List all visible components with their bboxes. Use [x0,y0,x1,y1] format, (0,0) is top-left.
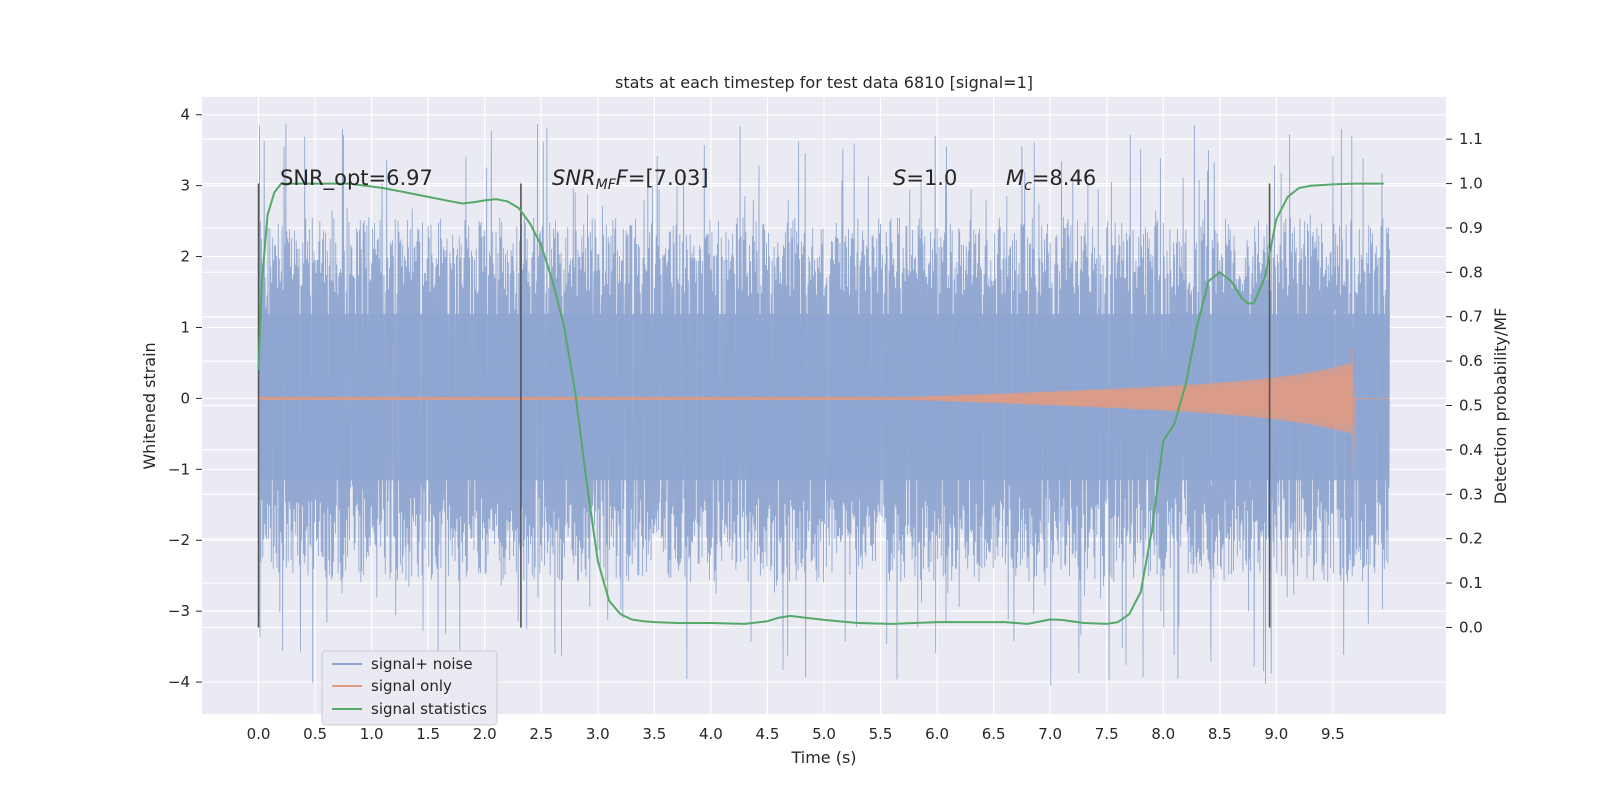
x-tick-label: 3.0 [586,725,610,743]
x-tick-label: 6.0 [925,725,949,743]
y-tick-label: 1 [180,318,190,336]
x-tick-label: 2.0 [473,725,497,743]
y-right-tick-label: 1.1 [1459,130,1483,148]
y-right-tick-label: 0.0 [1459,618,1483,636]
legend: signal+ noise signal only signal statist… [321,650,498,726]
y-right-axis-label: Detection probability/MF [1491,308,1510,505]
legend-label-signal: signal only [371,677,452,695]
y-right-tick-label: 1.0 [1459,175,1483,193]
y-tick-label: 4 [180,106,190,124]
chart-title: stats at each timestep for test data 681… [615,73,1033,92]
legend-label-statistics: signal statistics [371,700,487,718]
legend-box [321,650,498,726]
x-tick-label: 0.5 [303,725,327,743]
ticks: 0.0 0.5 1.0 1.5 2.0 2.5 3.0 3.5 4.0 4.5 5.0 5.5 6.0 6… [168,106,1483,743]
x-tick-label: 3.5 [642,725,666,743]
signal-statistics-line [257,182,1384,625]
annotation-snr-opt: SNR_opt=6.97 [280,166,433,191]
x-axis-label: Time (s) [790,748,856,767]
y-tick-label: −1 [168,460,190,478]
x-tick-label: 4.0 [699,725,723,743]
signal-noise-line [258,123,1390,686]
y-right-tick-label: 0.5 [1459,397,1483,415]
x-tick-label: 6.5 [982,725,1006,743]
y-right-tick-label: 0.9 [1459,219,1483,237]
x-tick-label: 9.5 [1321,725,1345,743]
x-tick-label: 5.0 [812,725,836,743]
y-axis-label: Whitened strain [140,342,159,469]
x-tick-label: 7.5 [1095,725,1119,743]
y-right-tick-label: 0.7 [1459,308,1483,326]
y-right-tick-label: 0.6 [1459,352,1483,370]
signal-statistics-series [257,182,1384,625]
y-right-tick-label: 0.2 [1459,530,1483,548]
annotation-snr-mf: SNRMFF=[7.03] [552,166,709,193]
y-tick-label: 2 [180,248,190,266]
annotation-mc: Mc=8.46 [1006,166,1096,194]
x-tick-label: 5.5 [869,725,893,743]
x-tick-label: 8.0 [1151,725,1175,743]
y-tick-label: −3 [168,602,190,620]
x-tick-label: 1.5 [416,725,440,743]
annotation-s: S=1.0 [893,166,957,190]
x-tick-label: 0.0 [247,725,271,743]
y-tick-label: 3 [180,177,190,195]
x-tick-label: 8.5 [1208,725,1232,743]
y-right-tick-label: 0.1 [1459,574,1483,592]
x-tick-label: 2.5 [529,725,553,743]
y-tick-label: 0 [180,389,190,407]
y-tick-label: −4 [168,673,190,691]
x-tick-label: 1.0 [360,725,384,743]
signal-only-line [258,347,1390,473]
y-right-tick-label: 0.4 [1459,441,1483,459]
x-tick-label: 4.5 [756,725,780,743]
legend-label-noise: signal+ noise [371,655,473,673]
signal-only-series [258,347,1390,473]
y-right-tick-label: 0.3 [1459,485,1483,503]
x-tick-label: 7.0 [1038,725,1062,743]
x-tick-label: 9.0 [1264,725,1288,743]
y-tick-label: −2 [168,531,190,549]
y-right-tick-label: 0.8 [1459,263,1483,281]
